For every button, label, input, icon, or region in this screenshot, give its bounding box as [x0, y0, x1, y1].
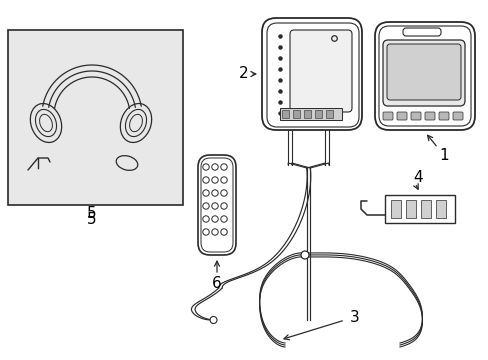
Bar	[325, 110, 332, 118]
FancyBboxPatch shape	[374, 22, 474, 130]
FancyBboxPatch shape	[262, 18, 361, 130]
FancyBboxPatch shape	[424, 112, 434, 120]
Bar	[292, 110, 299, 118]
Bar	[304, 110, 310, 118]
FancyBboxPatch shape	[410, 112, 420, 120]
FancyBboxPatch shape	[198, 155, 236, 255]
FancyBboxPatch shape	[382, 112, 392, 120]
FancyBboxPatch shape	[438, 112, 448, 120]
Bar	[280, 108, 341, 120]
Text: 5: 5	[87, 206, 97, 220]
FancyBboxPatch shape	[386, 44, 460, 100]
FancyBboxPatch shape	[382, 40, 464, 106]
Bar	[384, 195, 454, 223]
Text: 3: 3	[349, 310, 359, 325]
Bar	[314, 110, 321, 118]
Circle shape	[301, 251, 308, 259]
Text: 4: 4	[412, 171, 422, 185]
FancyBboxPatch shape	[402, 28, 440, 36]
Bar	[8, 30, 183, 205]
FancyBboxPatch shape	[289, 30, 351, 112]
FancyBboxPatch shape	[452, 112, 462, 120]
Text: 5: 5	[87, 212, 97, 228]
Bar	[420, 200, 430, 218]
Text: 6: 6	[212, 275, 222, 291]
Circle shape	[209, 316, 217, 324]
Bar	[390, 200, 400, 218]
Bar	[435, 200, 445, 218]
Bar	[282, 110, 288, 118]
Bar	[405, 200, 415, 218]
FancyBboxPatch shape	[396, 112, 406, 120]
Text: 2: 2	[239, 67, 248, 81]
Text: 1: 1	[438, 148, 448, 163]
